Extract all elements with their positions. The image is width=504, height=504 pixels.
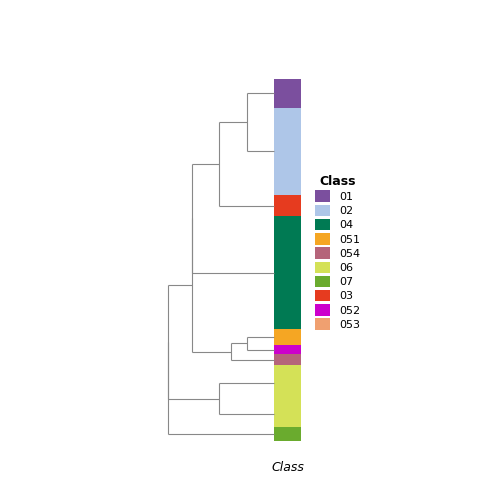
Bar [274, 365, 301, 401]
Text: Class: Class [271, 461, 304, 474]
Legend: 01, 02, 04, 051, 054, 06, 07, 03, 052, 053: 01, 02, 04, 051, 054, 06, 07, 03, 052, 0… [314, 175, 360, 330]
Bar [274, 329, 301, 345]
Bar [274, 79, 301, 108]
Bar [274, 427, 301, 442]
Bar [274, 354, 301, 365]
Bar [274, 216, 301, 329]
Bar [274, 401, 301, 427]
Bar [274, 108, 301, 195]
Bar [274, 345, 301, 354]
Bar [274, 195, 301, 216]
